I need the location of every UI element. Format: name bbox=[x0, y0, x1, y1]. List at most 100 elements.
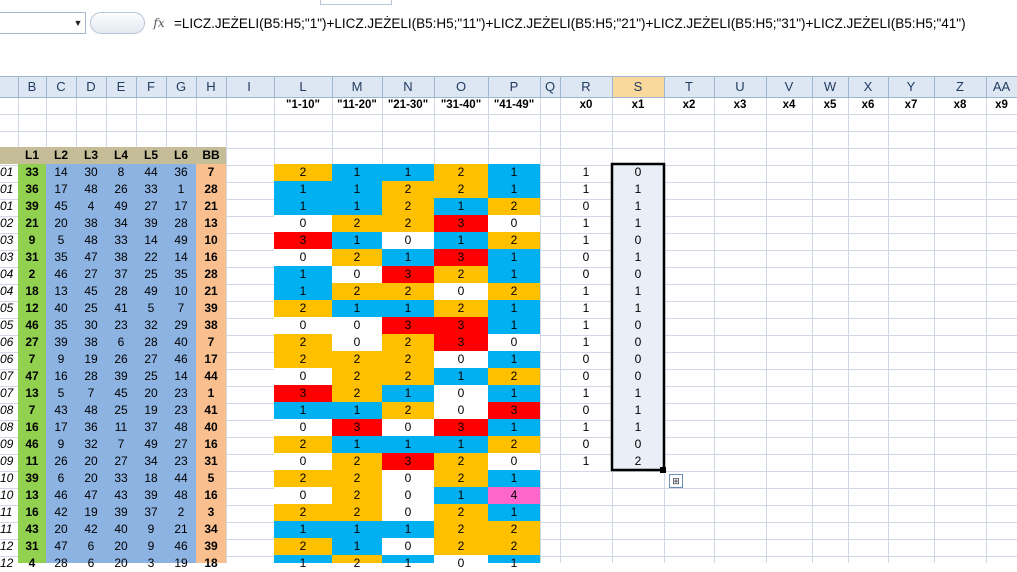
lotto-number-cell[interactable]: 33 bbox=[114, 471, 128, 485]
range-count-cell[interactable]: 2 bbox=[510, 199, 518, 213]
lotto-number-cell[interactable]: 48 bbox=[174, 488, 188, 502]
lotto-number-cell[interactable]: 1 bbox=[177, 182, 185, 196]
range-count-cell[interactable]: 1 bbox=[457, 233, 465, 247]
range-count-cell[interactable]: 2 bbox=[457, 454, 465, 468]
lotto-number-cell[interactable]: 16 bbox=[204, 437, 218, 451]
range-count-cell[interactable]: 2 bbox=[457, 301, 465, 315]
column-header-x[interactable]: X bbox=[863, 79, 873, 94]
range-count-cell[interactable]: 0 bbox=[404, 488, 412, 502]
column-header-t[interactable]: T bbox=[685, 79, 693, 94]
range-count-cell[interactable]: 4 bbox=[510, 488, 518, 502]
lotto-number-cell[interactable]: 41 bbox=[204, 403, 218, 417]
lotto-number-cell[interactable]: 48 bbox=[174, 420, 188, 434]
lotto-number-cell[interactable]: 23 bbox=[114, 318, 128, 332]
range-count-cell[interactable]: 2 bbox=[353, 352, 361, 366]
spreadsheet-grid[interactable]: B C D E F G H I L M N O P Q R S T U V W X Y Z AA "1-10" "11-20" "2… bbox=[0, 77, 1017, 570]
lotto-number-cell[interactable]: 30 bbox=[84, 318, 98, 332]
lotto-number-cell[interactable]: 40 bbox=[174, 335, 188, 349]
lotto-number-cell[interactable]: 13 bbox=[25, 386, 39, 400]
column-header-n[interactable]: N bbox=[403, 79, 413, 94]
lotto-number-cell[interactable]: 13 bbox=[204, 216, 218, 230]
range-count-cell[interactable]: 0 bbox=[510, 335, 518, 349]
range-count-cell[interactable]: 1 bbox=[299, 182, 307, 196]
column-header-e[interactable]: E bbox=[116, 79, 126, 94]
lotto-number-cell[interactable]: 33 bbox=[144, 182, 158, 196]
lotto-number-cell[interactable]: 20 bbox=[114, 539, 128, 553]
range-count-cell[interactable]: 0 bbox=[510, 216, 518, 230]
range-count-cell[interactable]: 1 bbox=[299, 556, 307, 570]
insert-function-icon[interactable]: fx bbox=[153, 16, 165, 30]
x1-count-cell[interactable]: 0 bbox=[634, 267, 642, 281]
name-box-dropdown-icon[interactable]: ▼ bbox=[73, 18, 83, 28]
lotto-number-cell[interactable]: 11 bbox=[25, 454, 39, 468]
range-count-cell[interactable]: 1 bbox=[404, 556, 412, 570]
range-count-cell[interactable]: 0 bbox=[299, 369, 307, 383]
lotto-number-cell[interactable]: 17 bbox=[54, 420, 68, 434]
range-count-cell[interactable]: 2 bbox=[299, 437, 307, 451]
range-count-cell[interactable]: 1 bbox=[299, 403, 307, 417]
lotto-number-cell[interactable]: 5 bbox=[147, 301, 155, 315]
lotto-number-cell[interactable]: 10 bbox=[204, 233, 218, 247]
x0-count-cell[interactable]: 0 bbox=[582, 267, 590, 281]
range-count-cell[interactable]: 1 bbox=[510, 318, 518, 332]
range-count-cell[interactable]: 3 bbox=[299, 386, 307, 400]
lotto-number-cell[interactable]: 3 bbox=[147, 556, 155, 570]
lotto-number-cell[interactable]: 38 bbox=[84, 216, 98, 230]
lotto-number-cell[interactable]: 42 bbox=[54, 505, 68, 519]
lotto-number-cell[interactable]: 28 bbox=[144, 335, 158, 349]
lotto-number-cell[interactable]: 26 bbox=[114, 182, 128, 196]
range-count-cell[interactable]: 0 bbox=[353, 267, 361, 281]
lotto-number-cell[interactable]: 37 bbox=[144, 505, 158, 519]
lotto-number-cell[interactable]: 39 bbox=[204, 539, 218, 553]
range-count-cell[interactable]: 0 bbox=[404, 505, 412, 519]
lotto-number-cell[interactable]: 9 bbox=[57, 437, 65, 451]
range-count-cell[interactable]: 0 bbox=[510, 454, 518, 468]
lotto-number-cell[interactable]: 9 bbox=[57, 352, 65, 366]
lotto-number-cell[interactable]: 20 bbox=[84, 454, 98, 468]
range-count-cell[interactable]: 2 bbox=[404, 216, 412, 230]
lotto-number-cell[interactable]: 13 bbox=[54, 284, 68, 298]
lotto-number-cell[interactable]: 36 bbox=[84, 420, 98, 434]
range-count-cell[interactable]: 2 bbox=[510, 233, 518, 247]
range-count-cell[interactable]: 2 bbox=[404, 369, 412, 383]
x1-count-cell[interactable]: 1 bbox=[634, 420, 642, 434]
lotto-number-cell[interactable]: 32 bbox=[144, 318, 158, 332]
lotto-number-cell[interactable]: 2 bbox=[177, 505, 185, 519]
lotto-number-cell[interactable]: 27 bbox=[174, 437, 188, 451]
range-count-cell[interactable]: 1 bbox=[404, 165, 412, 179]
lotto-number-cell[interactable]: 18 bbox=[25, 284, 39, 298]
lotto-number-cell[interactable]: 11 bbox=[114, 420, 128, 434]
lotto-number-cell[interactable]: 20 bbox=[114, 556, 128, 570]
lotto-number-cell[interactable]: 44 bbox=[144, 165, 158, 179]
range-count-cell[interactable]: 1 bbox=[510, 352, 518, 366]
lotto-number-cell[interactable]: 18 bbox=[144, 471, 158, 485]
lotto-number-cell[interactable]: 5 bbox=[207, 471, 215, 485]
lotto-number-cell[interactable]: 33 bbox=[114, 233, 128, 247]
lotto-number-cell[interactable]: 16 bbox=[25, 420, 39, 434]
range-count-cell[interactable]: 2 bbox=[404, 182, 412, 196]
range-count-cell[interactable]: 1 bbox=[353, 165, 361, 179]
range-count-cell[interactable]: 3 bbox=[404, 454, 412, 468]
lotto-number-cell[interactable]: 21 bbox=[174, 522, 188, 536]
lotto-number-cell[interactable]: 45 bbox=[84, 284, 98, 298]
range-count-cell[interactable]: 2 bbox=[457, 471, 465, 485]
lotto-number-cell[interactable]: 31 bbox=[25, 539, 39, 553]
range-count-cell[interactable]: 2 bbox=[404, 352, 412, 366]
column-header-u[interactable]: U bbox=[735, 79, 745, 94]
range-count-cell[interactable]: 1 bbox=[404, 522, 412, 536]
column-header-b[interactable]: B bbox=[27, 79, 37, 94]
lotto-number-cell[interactable]: 46 bbox=[174, 352, 188, 366]
x1-count-cell[interactable]: 1 bbox=[634, 386, 642, 400]
lotto-number-cell[interactable]: 27 bbox=[84, 267, 98, 281]
lotto-number-cell[interactable]: 31 bbox=[204, 454, 218, 468]
lotto-number-cell[interactable]: 9 bbox=[147, 539, 155, 553]
x1-count-cell[interactable]: 1 bbox=[634, 403, 642, 417]
range-count-cell[interactable]: 1 bbox=[510, 556, 518, 570]
lotto-number-cell[interactable]: 38 bbox=[204, 318, 218, 332]
range-count-cell[interactable]: 1 bbox=[404, 437, 412, 451]
x0-count-cell[interactable]: 1 bbox=[582, 454, 590, 468]
x1-count-cell[interactable]: 0 bbox=[634, 318, 642, 332]
lotto-number-cell[interactable]: 39 bbox=[114, 505, 128, 519]
x1-count-cell[interactable]: 1 bbox=[634, 301, 642, 315]
range-count-cell[interactable]: 3 bbox=[404, 267, 412, 281]
